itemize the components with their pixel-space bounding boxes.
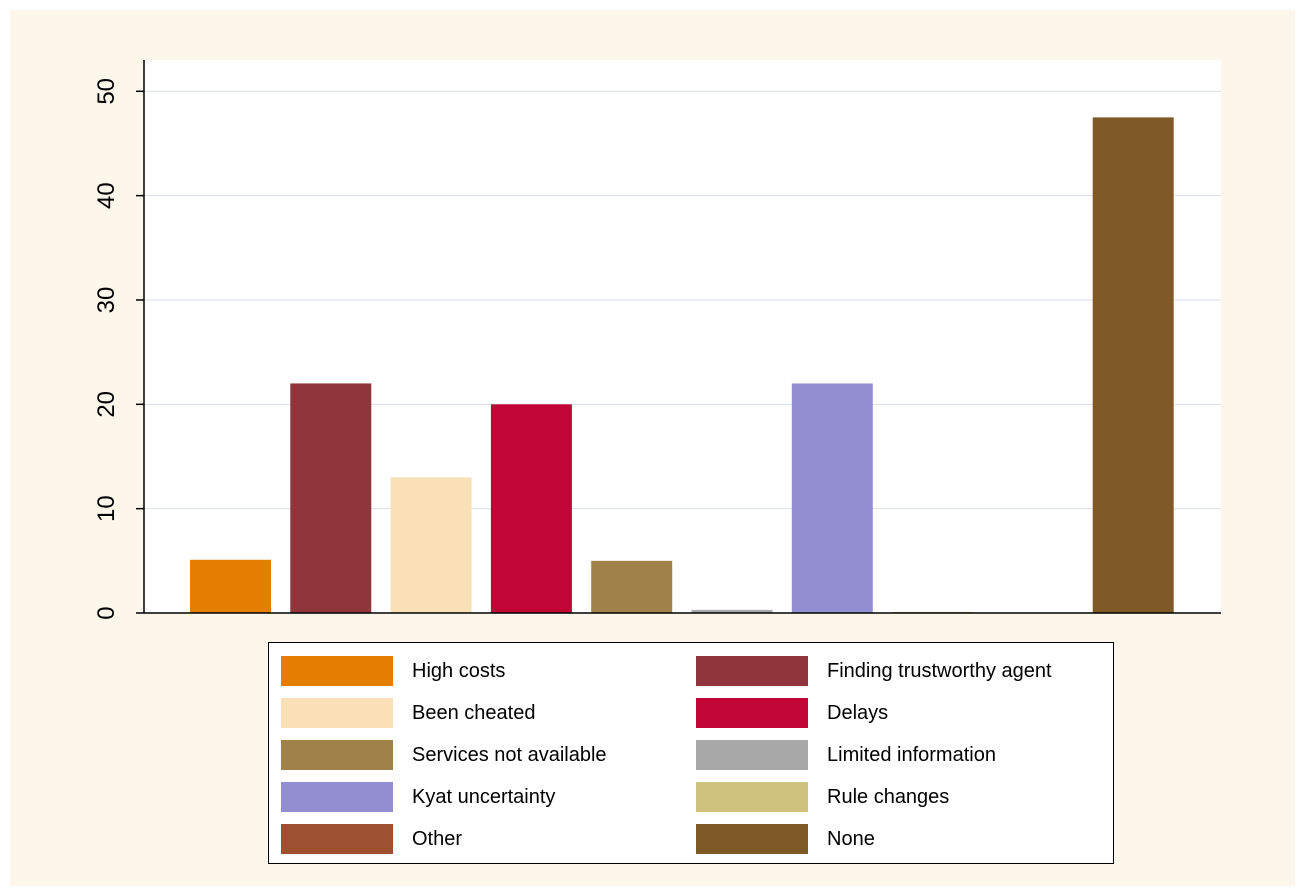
y-tick-label: 0	[93, 606, 120, 619]
legend-label: Rule changes	[827, 785, 950, 808]
bar-kyat-uncertainty	[791, 383, 873, 613]
legend-swatch	[696, 656, 808, 686]
legend-item: Services not available	[281, 740, 607, 770]
legend-label: Limited information	[827, 743, 996, 766]
legend-label: None	[827, 827, 875, 850]
legend-swatch	[696, 782, 808, 812]
legend-item: Limited information	[696, 740, 996, 770]
legend-swatch	[281, 698, 393, 728]
legend-label: Services not available	[412, 743, 607, 766]
legend-item: Rule changes	[696, 782, 949, 812]
legend-item: High costs	[281, 656, 505, 686]
legend-item: Finding trustworthy agent	[696, 656, 1052, 686]
legend-swatch	[281, 740, 393, 770]
legend-item: Other	[281, 824, 462, 854]
legend-label: High costs	[412, 659, 506, 682]
legend-swatch	[696, 698, 808, 728]
chart-background: 0 10 20 30 40 50 High costs Finding trustworth…	[10, 10, 1295, 886]
bar-finding-trustworthy-agent	[290, 383, 372, 613]
bar-services-not-available	[591, 560, 673, 613]
chart-legend: High costs Finding trustworthy agent Been …	[268, 642, 1114, 864]
legend-label: Finding trustworthy agent	[827, 659, 1052, 682]
y-tick-label: 30	[93, 287, 120, 314]
legend-swatch	[281, 824, 393, 854]
legend-item: Delays	[696, 698, 888, 728]
legend-label: Kyat uncertainty	[412, 785, 556, 808]
bar-limited-information	[691, 609, 773, 613]
bar-been-cheated	[390, 477, 472, 613]
legend-swatch	[696, 824, 808, 854]
y-tick-label: 20	[93, 391, 120, 418]
bar-high-costs	[190, 559, 271, 613]
bar-chart: 0 10 20 30 40 50	[93, 60, 1221, 620]
y-tick-label: 40	[93, 182, 120, 209]
y-tick-label: 10	[93, 495, 120, 522]
legend-swatch	[281, 782, 393, 812]
legend-item: Been cheated	[281, 698, 535, 728]
legend-label: Been cheated	[412, 701, 536, 724]
y-tick-label: 50	[93, 78, 120, 105]
legend-item: Kyat uncertainty	[281, 782, 555, 812]
legend-swatch	[696, 740, 808, 770]
legend-item: None	[696, 824, 875, 854]
legend-label: Other	[412, 827, 463, 850]
bar-delays	[490, 404, 572, 613]
legend-swatch	[281, 656, 393, 686]
legend-label: Delays	[827, 701, 889, 724]
bar-none	[1092, 117, 1174, 614]
